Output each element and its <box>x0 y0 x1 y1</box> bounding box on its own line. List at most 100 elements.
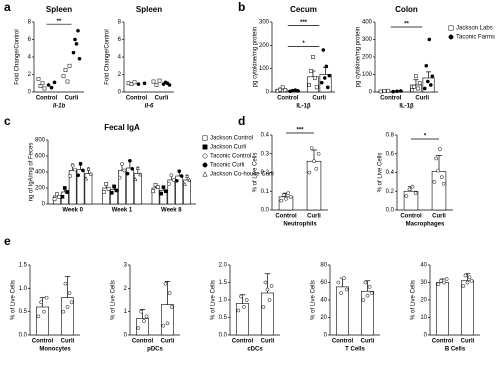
x-axis-label: Neutrophils <box>283 222 317 228</box>
data-point <box>425 79 430 84</box>
legend-marker <box>448 34 454 40</box>
data-point <box>436 168 440 173</box>
data-point <box>442 280 446 285</box>
data-point <box>283 88 288 92</box>
data-point <box>112 184 116 189</box>
data-point <box>430 74 435 79</box>
y-axis-label: % of Live Cells <box>111 280 117 320</box>
data-point <box>88 171 93 176</box>
y-tick-label: 200 <box>35 186 46 192</box>
significance-label: * <box>424 134 427 140</box>
y-tick-label: 0.0 <box>219 333 228 339</box>
y-tick-label: 80 <box>320 263 327 269</box>
y-tick-label: 6 <box>28 37 32 43</box>
bar <box>161 304 174 336</box>
data-point <box>311 55 315 59</box>
data-point <box>104 182 109 186</box>
panel-letter: e <box>4 234 11 248</box>
data-point <box>61 74 66 79</box>
data-point <box>312 76 317 80</box>
data-point <box>441 181 446 186</box>
x-tick-label: Curli <box>261 339 275 345</box>
data-point <box>314 85 319 90</box>
data-point <box>415 86 420 91</box>
data-point <box>36 77 41 81</box>
y-axis-label: % of Live Cells <box>378 153 384 193</box>
y-axis-label: % of Live Cells <box>311 280 317 320</box>
data-point <box>65 190 69 194</box>
data-point <box>106 186 111 191</box>
data-point <box>410 88 415 93</box>
chart-title: Cecum <box>290 5 317 14</box>
data-point <box>436 282 441 287</box>
y-tick-label: 0 <box>424 333 428 339</box>
data-point <box>74 42 79 46</box>
y-tick-label: 1.5 <box>19 263 28 269</box>
data-point <box>61 309 66 314</box>
data-point <box>319 80 324 85</box>
x-axis-label: Macrophages <box>406 222 445 228</box>
data-point <box>309 69 313 73</box>
y-tick-label: 0 <box>266 90 270 96</box>
y-axis-label: % of Live Cells <box>11 280 17 320</box>
data-point <box>438 147 442 151</box>
data-point <box>153 182 158 187</box>
data-point <box>144 314 149 319</box>
data-point <box>163 281 168 286</box>
data-point <box>84 176 89 181</box>
y-tick-label: 40 <box>420 263 427 269</box>
data-point <box>42 309 46 314</box>
data-point <box>432 180 437 184</box>
data-point <box>263 280 268 285</box>
data-point <box>60 194 65 199</box>
data-point <box>138 172 143 177</box>
data-point <box>165 321 170 326</box>
y-tick-label: 0 <box>42 202 46 208</box>
y-tick-label: 600 <box>35 154 46 160</box>
data-point <box>288 195 293 199</box>
y-tick-label: 20 <box>320 315 327 321</box>
y-tick-label: 0.0 <box>386 208 395 214</box>
y-tick-label: 100 <box>259 66 270 72</box>
y-tick-label: 800 <box>35 138 46 144</box>
data-point <box>120 162 124 166</box>
x-axis-label: Monocytes <box>39 347 71 353</box>
data-point <box>321 48 326 52</box>
data-point <box>159 191 163 196</box>
data-point <box>427 37 432 42</box>
y-tick-label: 100 <box>362 72 373 78</box>
data-point <box>132 80 137 85</box>
data-point <box>65 79 70 84</box>
data-point <box>404 194 409 198</box>
data-point <box>281 193 286 197</box>
data-point <box>363 280 368 285</box>
panel-letter: a <box>4 0 11 14</box>
x-tick-label: Week 1 <box>112 208 133 214</box>
x-tick-label: Control <box>32 339 54 345</box>
data-point <box>395 89 399 94</box>
x-tick-label: Curli <box>432 214 446 220</box>
data-point <box>295 88 300 93</box>
data-point <box>151 189 156 194</box>
data-point <box>154 83 159 87</box>
y-tick-label: 400 <box>362 20 373 26</box>
bar <box>361 290 374 336</box>
data-point <box>71 50 76 55</box>
y-tick-label: 200 <box>259 43 270 49</box>
legend-marker <box>448 25 454 31</box>
data-point <box>461 284 466 288</box>
x-tick-label: Curli <box>461 339 475 345</box>
legend-label: Jackson Control <box>210 136 253 142</box>
legend-marker <box>202 144 208 150</box>
y-axis-label: ng of IgA/mg of Feces <box>29 143 35 202</box>
data-point <box>62 186 67 190</box>
data-point <box>428 83 433 87</box>
data-point <box>157 78 162 83</box>
x-tick-label: Curli <box>312 96 326 102</box>
y-tick-label: 0.5 <box>19 309 28 315</box>
x-tick-label: Control <box>232 339 254 345</box>
legend-label: Jackson Curli <box>210 145 246 151</box>
bar <box>118 170 126 205</box>
data-point <box>42 86 47 91</box>
significance-label: * <box>302 41 305 47</box>
